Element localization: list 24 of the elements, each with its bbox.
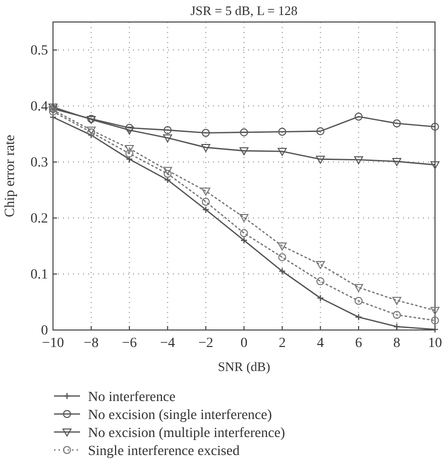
x-tick-label: 10 [428, 336, 442, 351]
x-tick-label: 2 [278, 336, 286, 351]
x-tick-label: −2 [198, 336, 214, 351]
x-tick-label: 6 [355, 336, 362, 351]
y-tick-label: 0.5 [30, 43, 48, 58]
x-tick-label: −8 [84, 336, 99, 351]
x-axis-title: SNR (dB) [218, 359, 270, 374]
legend-label: No excision (multiple interference) [88, 426, 286, 441]
x-tick-label: −4 [160, 336, 176, 351]
y-tick-label: 0 [41, 323, 48, 338]
x-tick-label: 0 [240, 336, 248, 351]
y-axis-title: Chip error rate [3, 134, 18, 218]
legend-label: No excision (single interference) [88, 408, 272, 423]
y-tick-label: 0.3 [30, 155, 48, 170]
x-tick-label: 4 [316, 336, 324, 351]
x-tick-label: −10 [42, 336, 64, 351]
legend-label: Single interference excised [88, 444, 240, 459]
x-tick-label: −6 [122, 336, 137, 351]
x-tick-label: 8 [393, 336, 400, 351]
chart-title: JSR = 5 dB, L = 128 [190, 3, 298, 18]
legend-label: No interference [88, 390, 176, 405]
y-tick-label: 0.2 [30, 211, 48, 226]
y-tick-label: 0.4 [30, 99, 48, 114]
y-tick-label: 0.1 [30, 267, 48, 282]
